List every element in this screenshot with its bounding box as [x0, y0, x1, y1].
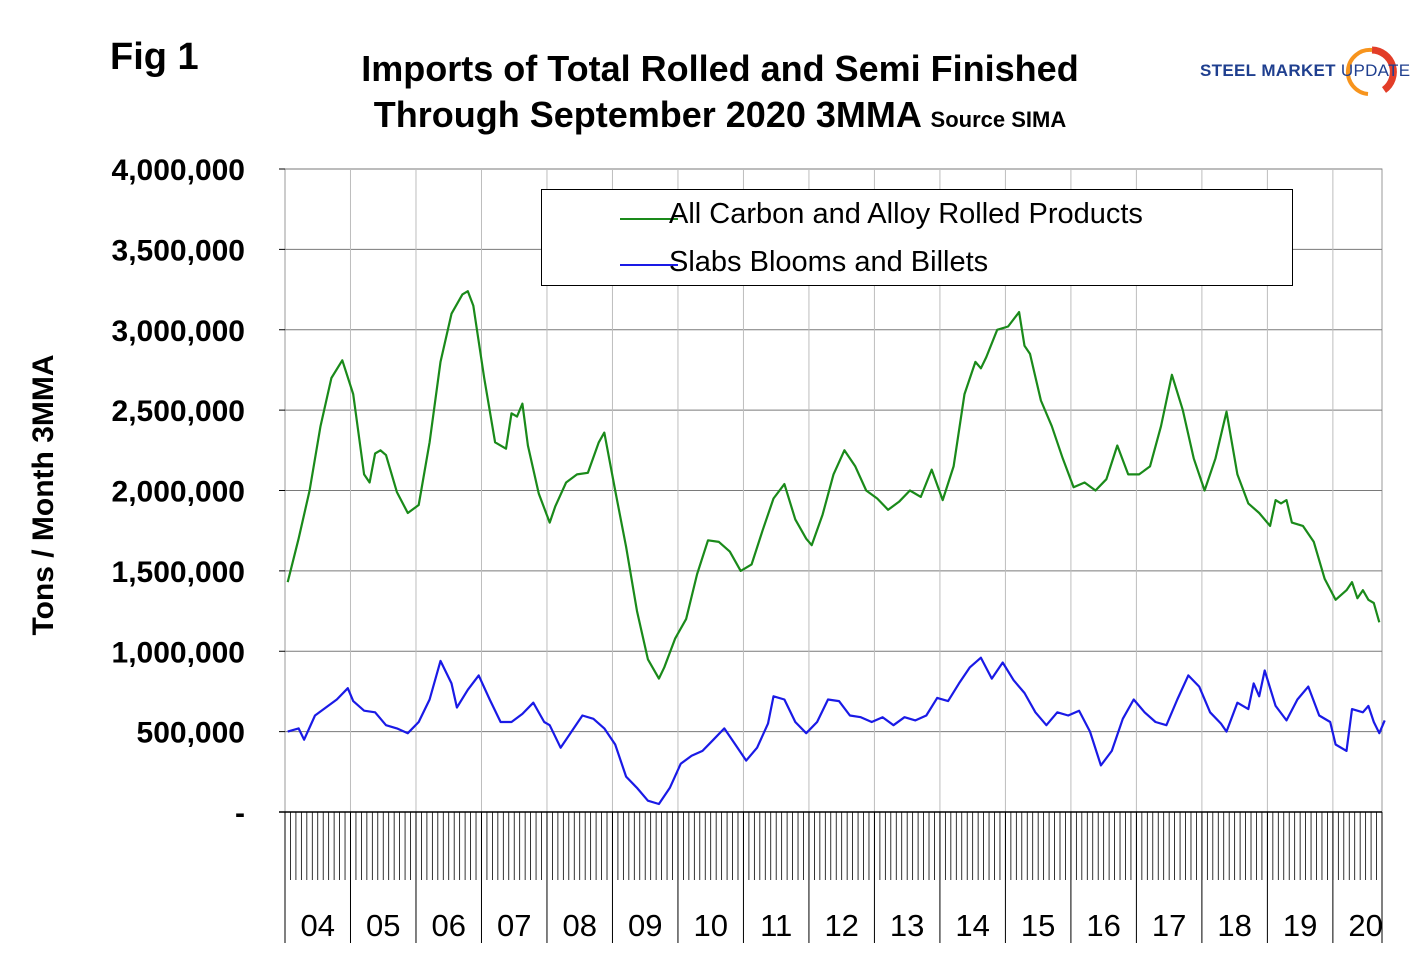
logo-word-steel: STEEL: [1200, 61, 1257, 80]
y-tick-label: 2,000,000: [112, 476, 245, 509]
x-tick-label: 06: [431, 908, 465, 943]
x-tick-label: 13: [890, 908, 924, 943]
x-tick-label: 20: [1348, 908, 1382, 943]
x-tick-label: 12: [824, 908, 858, 943]
y-tick-label: 1,000,000: [112, 636, 245, 669]
legend-swatch-rolled: [620, 218, 678, 220]
title-line-2-main: Through September 2020 3MMA: [373, 94, 921, 135]
x-tick-label: 11: [760, 908, 792, 943]
x-tick-label: 17: [1152, 908, 1186, 943]
y-tick-label: -: [235, 797, 245, 830]
x-tick-label: 07: [497, 908, 531, 943]
x-tick-label: 14: [955, 908, 989, 943]
series-line-rolled-products: [286, 290, 1381, 680]
y-tick-label: 3,000,000: [112, 315, 245, 348]
figure-label: Fig 1: [110, 36, 199, 78]
x-tick-label: 09: [628, 908, 662, 943]
legend-swatch-slabs: [620, 264, 678, 266]
chart-legend: All Carbon and Alloy Rolled Products Sla…: [541, 189, 1293, 286]
y-tick-label: 3,500,000: [112, 234, 245, 267]
logo-word-market: MARKET: [1261, 61, 1336, 80]
legend-label-rolled: All Carbon and Alloy Rolled Products: [669, 198, 1143, 230]
x-tick-label: 10: [693, 908, 727, 943]
series-line-slabs-blooms-billets: [287, 656, 1386, 806]
y-tick-label: 1,500,000: [112, 556, 245, 589]
x-tick-label: 08: [562, 908, 596, 943]
logo-word-update: UPDATE: [1340, 61, 1411, 80]
x-tick-label: 04: [301, 908, 335, 943]
title-line-2: Through September 2020 3MMA Source SIMA: [300, 92, 1140, 143]
legend-label-slabs: Slabs Blooms and Billets: [669, 246, 989, 278]
x-tick-label: 18: [1217, 908, 1251, 943]
logo-wordmark: STEEL MARKET UPDATE: [1200, 61, 1410, 81]
title-line-1: Imports of Total Rolled and Semi Finishe…: [361, 48, 1079, 89]
x-tick-label: 19: [1283, 908, 1317, 943]
x-tick-label: 05: [366, 908, 400, 943]
y-tick-label: 4,000,000: [112, 154, 245, 187]
x-tick-label: 16: [1086, 908, 1120, 943]
title-source: Source SIMA: [930, 107, 1067, 132]
y-tick-label: 500,000: [137, 717, 245, 750]
steel-market-update-logo-icon: [1345, 46, 1397, 96]
x-tick-label: 15: [1021, 908, 1055, 943]
chart-title: Imports of Total Rolled and Semi Finishe…: [300, 46, 1140, 143]
y-tick-label: 2,500,000: [112, 395, 245, 428]
